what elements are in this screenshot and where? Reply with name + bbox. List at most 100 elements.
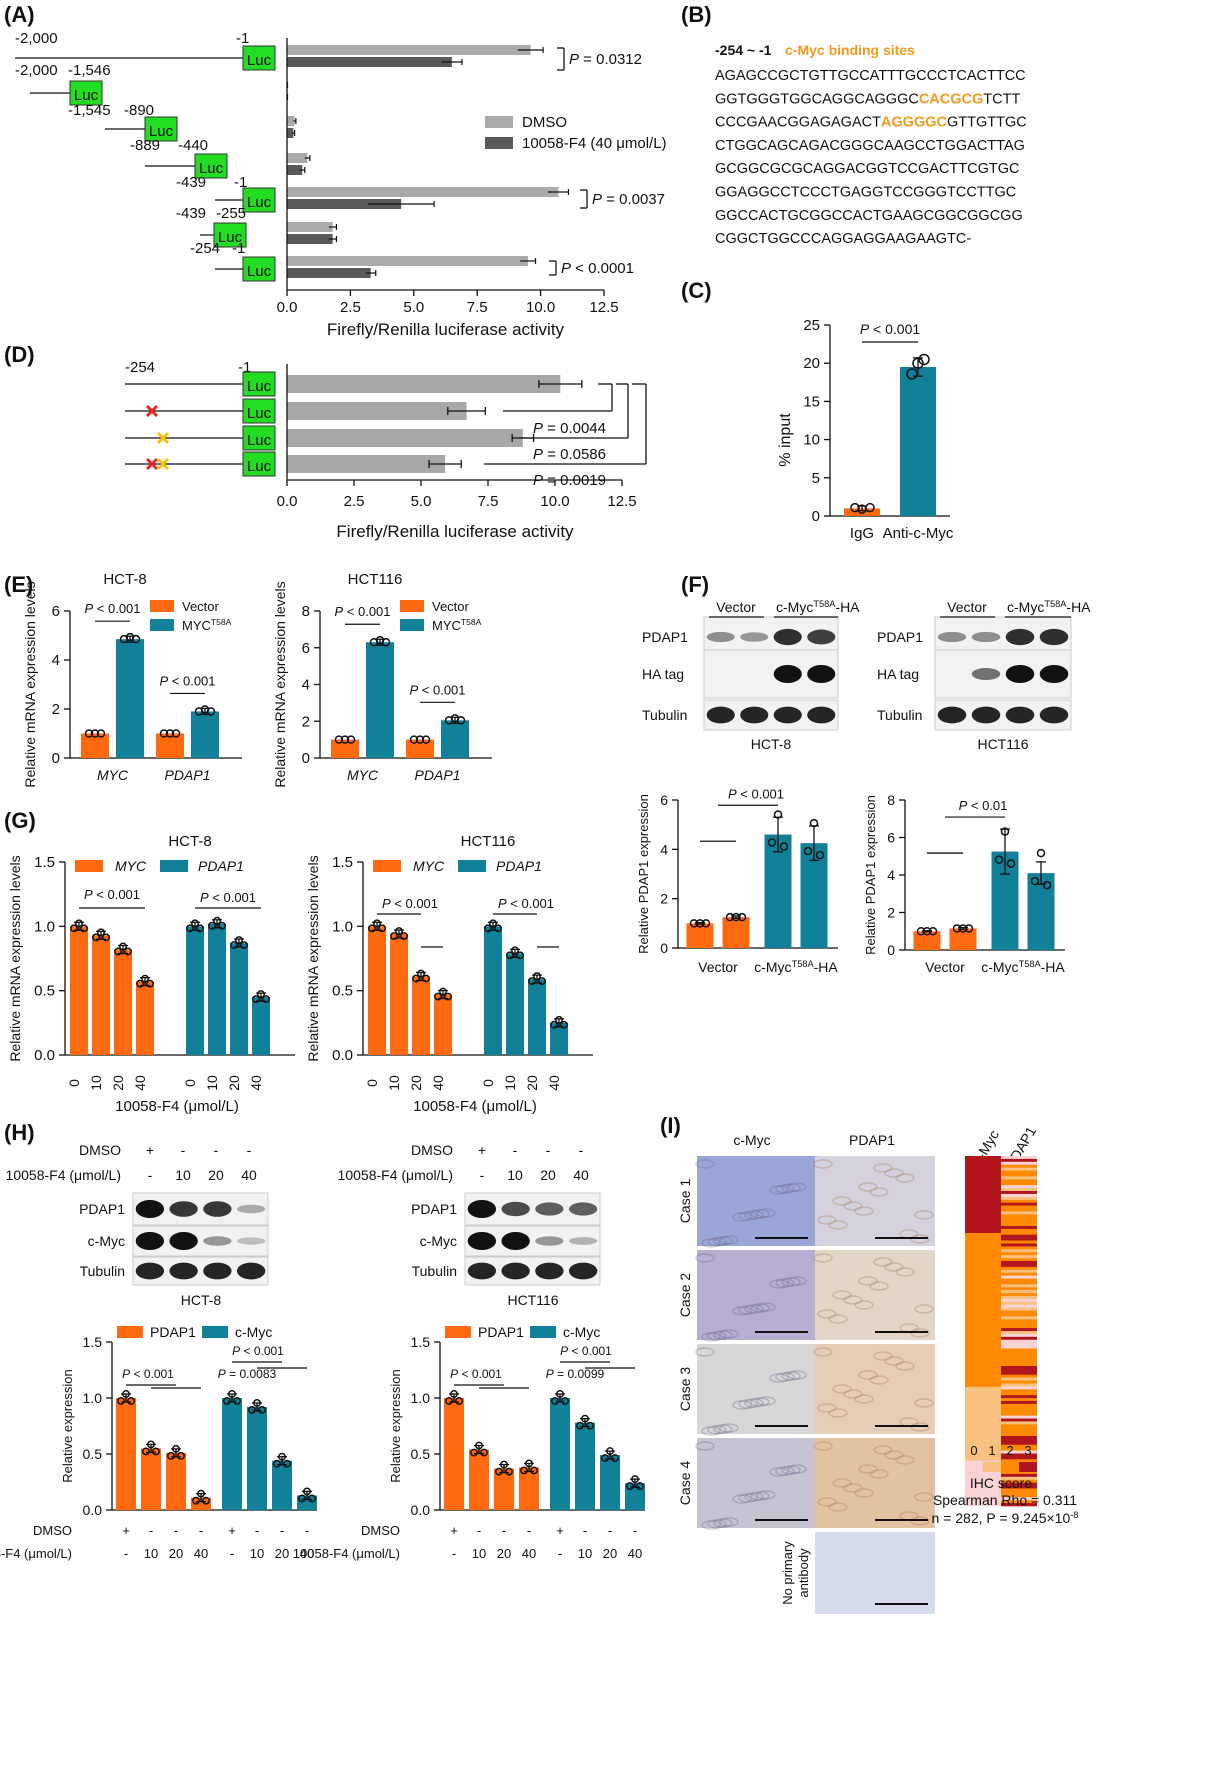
ihc-image-negative	[815, 1532, 935, 1614]
panel-h-chart: 0.0 0.5 1.0 1.5 Relative expression PDAP1 c-My…	[0, 1324, 317, 1561]
tissue-texture	[732, 1400, 752, 1410]
blot-row-label: Tubulin	[80, 1263, 125, 1279]
heatmap-pdap1	[1001, 1436, 1037, 1440]
y-tick-label: 4	[302, 677, 310, 694]
y-tick-label: 0	[812, 508, 820, 525]
y-tick-label: 1.5	[83, 1334, 103, 1350]
heatmap-pdap1	[1001, 1418, 1037, 1422]
construct-end: -1	[234, 174, 247, 191]
blot-row-label: PDAP1	[877, 629, 923, 645]
chart-title: HCT116	[348, 571, 403, 588]
heatmap-pdap1	[1001, 1488, 1037, 1492]
data-point	[206, 707, 216, 716]
data-point	[334, 735, 344, 744]
ihc-image-cmyc	[697, 1250, 815, 1340]
tissue-texture	[914, 1398, 934, 1408]
blot-band	[971, 706, 1001, 724]
x-tick-label: 2.5	[340, 299, 361, 316]
data-point	[127, 1397, 135, 1405]
correlation-stat: n = 282, P = 9.245×10-8	[932, 1510, 1079, 1526]
data-point	[381, 637, 391, 647]
x-tick-label: 5.0	[411, 493, 432, 510]
blot-band	[135, 1200, 165, 1218]
tissue-texture	[843, 1201, 863, 1211]
data-point	[928, 927, 938, 936]
tissue-texture	[854, 1394, 874, 1404]
blot-row-label: PDAP1	[79, 1201, 125, 1217]
tissue-texture	[895, 1267, 915, 1277]
data-point	[308, 1494, 316, 1503]
heatmap-pdap1	[1001, 1252, 1037, 1256]
data-point	[171, 729, 181, 738]
heatmap-pdap1	[1001, 1191, 1037, 1195]
tissue-texture	[787, 1464, 807, 1474]
data-point	[235, 936, 243, 945]
bar	[900, 367, 936, 516]
heatmap-pdap1	[1001, 1412, 1037, 1416]
treatment-value: -	[579, 1142, 584, 1158]
heatmap-pdap1	[1001, 1243, 1037, 1247]
blot-band	[1039, 706, 1069, 724]
data-point	[197, 1489, 205, 1498]
heatmap-pdap1	[1001, 1202, 1037, 1206]
tissue-texture	[817, 1215, 837, 1225]
bar	[764, 834, 792, 948]
panel-g: 0.0 0.5 1.0 1.5 Relative mRNA expression lev…	[7, 833, 593, 1115]
blot-band	[203, 1262, 232, 1280]
data-point	[701, 919, 711, 928]
blot-band	[706, 631, 735, 643]
data-point	[551, 1397, 559, 1405]
tissue-texture	[828, 1220, 848, 1230]
bar	[600, 1455, 620, 1510]
luc-box	[242, 398, 276, 424]
heatmap-pdap1	[1001, 1368, 1037, 1373]
tissue-texture	[719, 1235, 739, 1245]
data-point	[586, 1421, 594, 1430]
panel-c: 0 5 10 15 20 25 % input IgG Anti-c-Myc P < 0.001	[777, 317, 954, 542]
legend-label: DMSO	[522, 114, 567, 131]
data-point	[815, 850, 825, 860]
x-tick-label: 0.0	[277, 493, 298, 510]
y-tick-label: 4	[660, 841, 668, 857]
legend-label: c-Myc	[563, 1324, 600, 1340]
treatment-value: 10	[144, 1546, 158, 1561]
x-tick-label: 0	[66, 1079, 82, 1087]
blot-band	[1005, 628, 1035, 646]
treatment-value: +	[556, 1523, 564, 1538]
blot-band	[937, 631, 967, 643]
tissue-texture	[914, 1492, 934, 1502]
bar-myc	[441, 720, 469, 758]
data-point	[368, 924, 376, 933]
blot-band	[807, 706, 836, 724]
treatment-value: -	[305, 1523, 309, 1538]
y-tick-label: 6	[302, 640, 310, 657]
heatmap-pdap1	[1001, 1255, 1037, 1259]
p-value-label: P = 0.0037	[592, 191, 665, 208]
treatment-value: -	[583, 1523, 587, 1538]
data-point	[147, 1440, 155, 1449]
data-point	[218, 921, 226, 930]
tissue-texture	[813, 1253, 833, 1263]
p-value-label: P < 0.001	[200, 890, 256, 905]
data-point	[528, 977, 536, 986]
tissue-texture	[869, 1281, 889, 1291]
data-point	[172, 1444, 180, 1453]
blot-band	[773, 628, 802, 646]
blot-row-label: HA tag	[642, 666, 684, 682]
tissue-texture	[828, 1408, 848, 1418]
data-point	[958, 924, 968, 933]
tissue-texture	[884, 1356, 904, 1366]
tissue-texture	[884, 1450, 904, 1460]
data-point	[1030, 876, 1040, 886]
heatmap-pdap1	[1001, 1471, 1037, 1475]
cell-line-label: HCT-8	[751, 736, 792, 752]
data-point	[196, 924, 204, 933]
tissue-texture	[873, 1445, 893, 1455]
tissue-texture	[738, 1399, 758, 1409]
luc-label: Luc	[149, 123, 174, 140]
heatmap-pdap1	[1001, 1476, 1037, 1481]
blot-band	[568, 1262, 598, 1280]
x-tick-label: IgG	[850, 525, 874, 542]
data-point	[550, 1020, 558, 1029]
heatmap-pdap1	[1001, 1345, 1037, 1349]
